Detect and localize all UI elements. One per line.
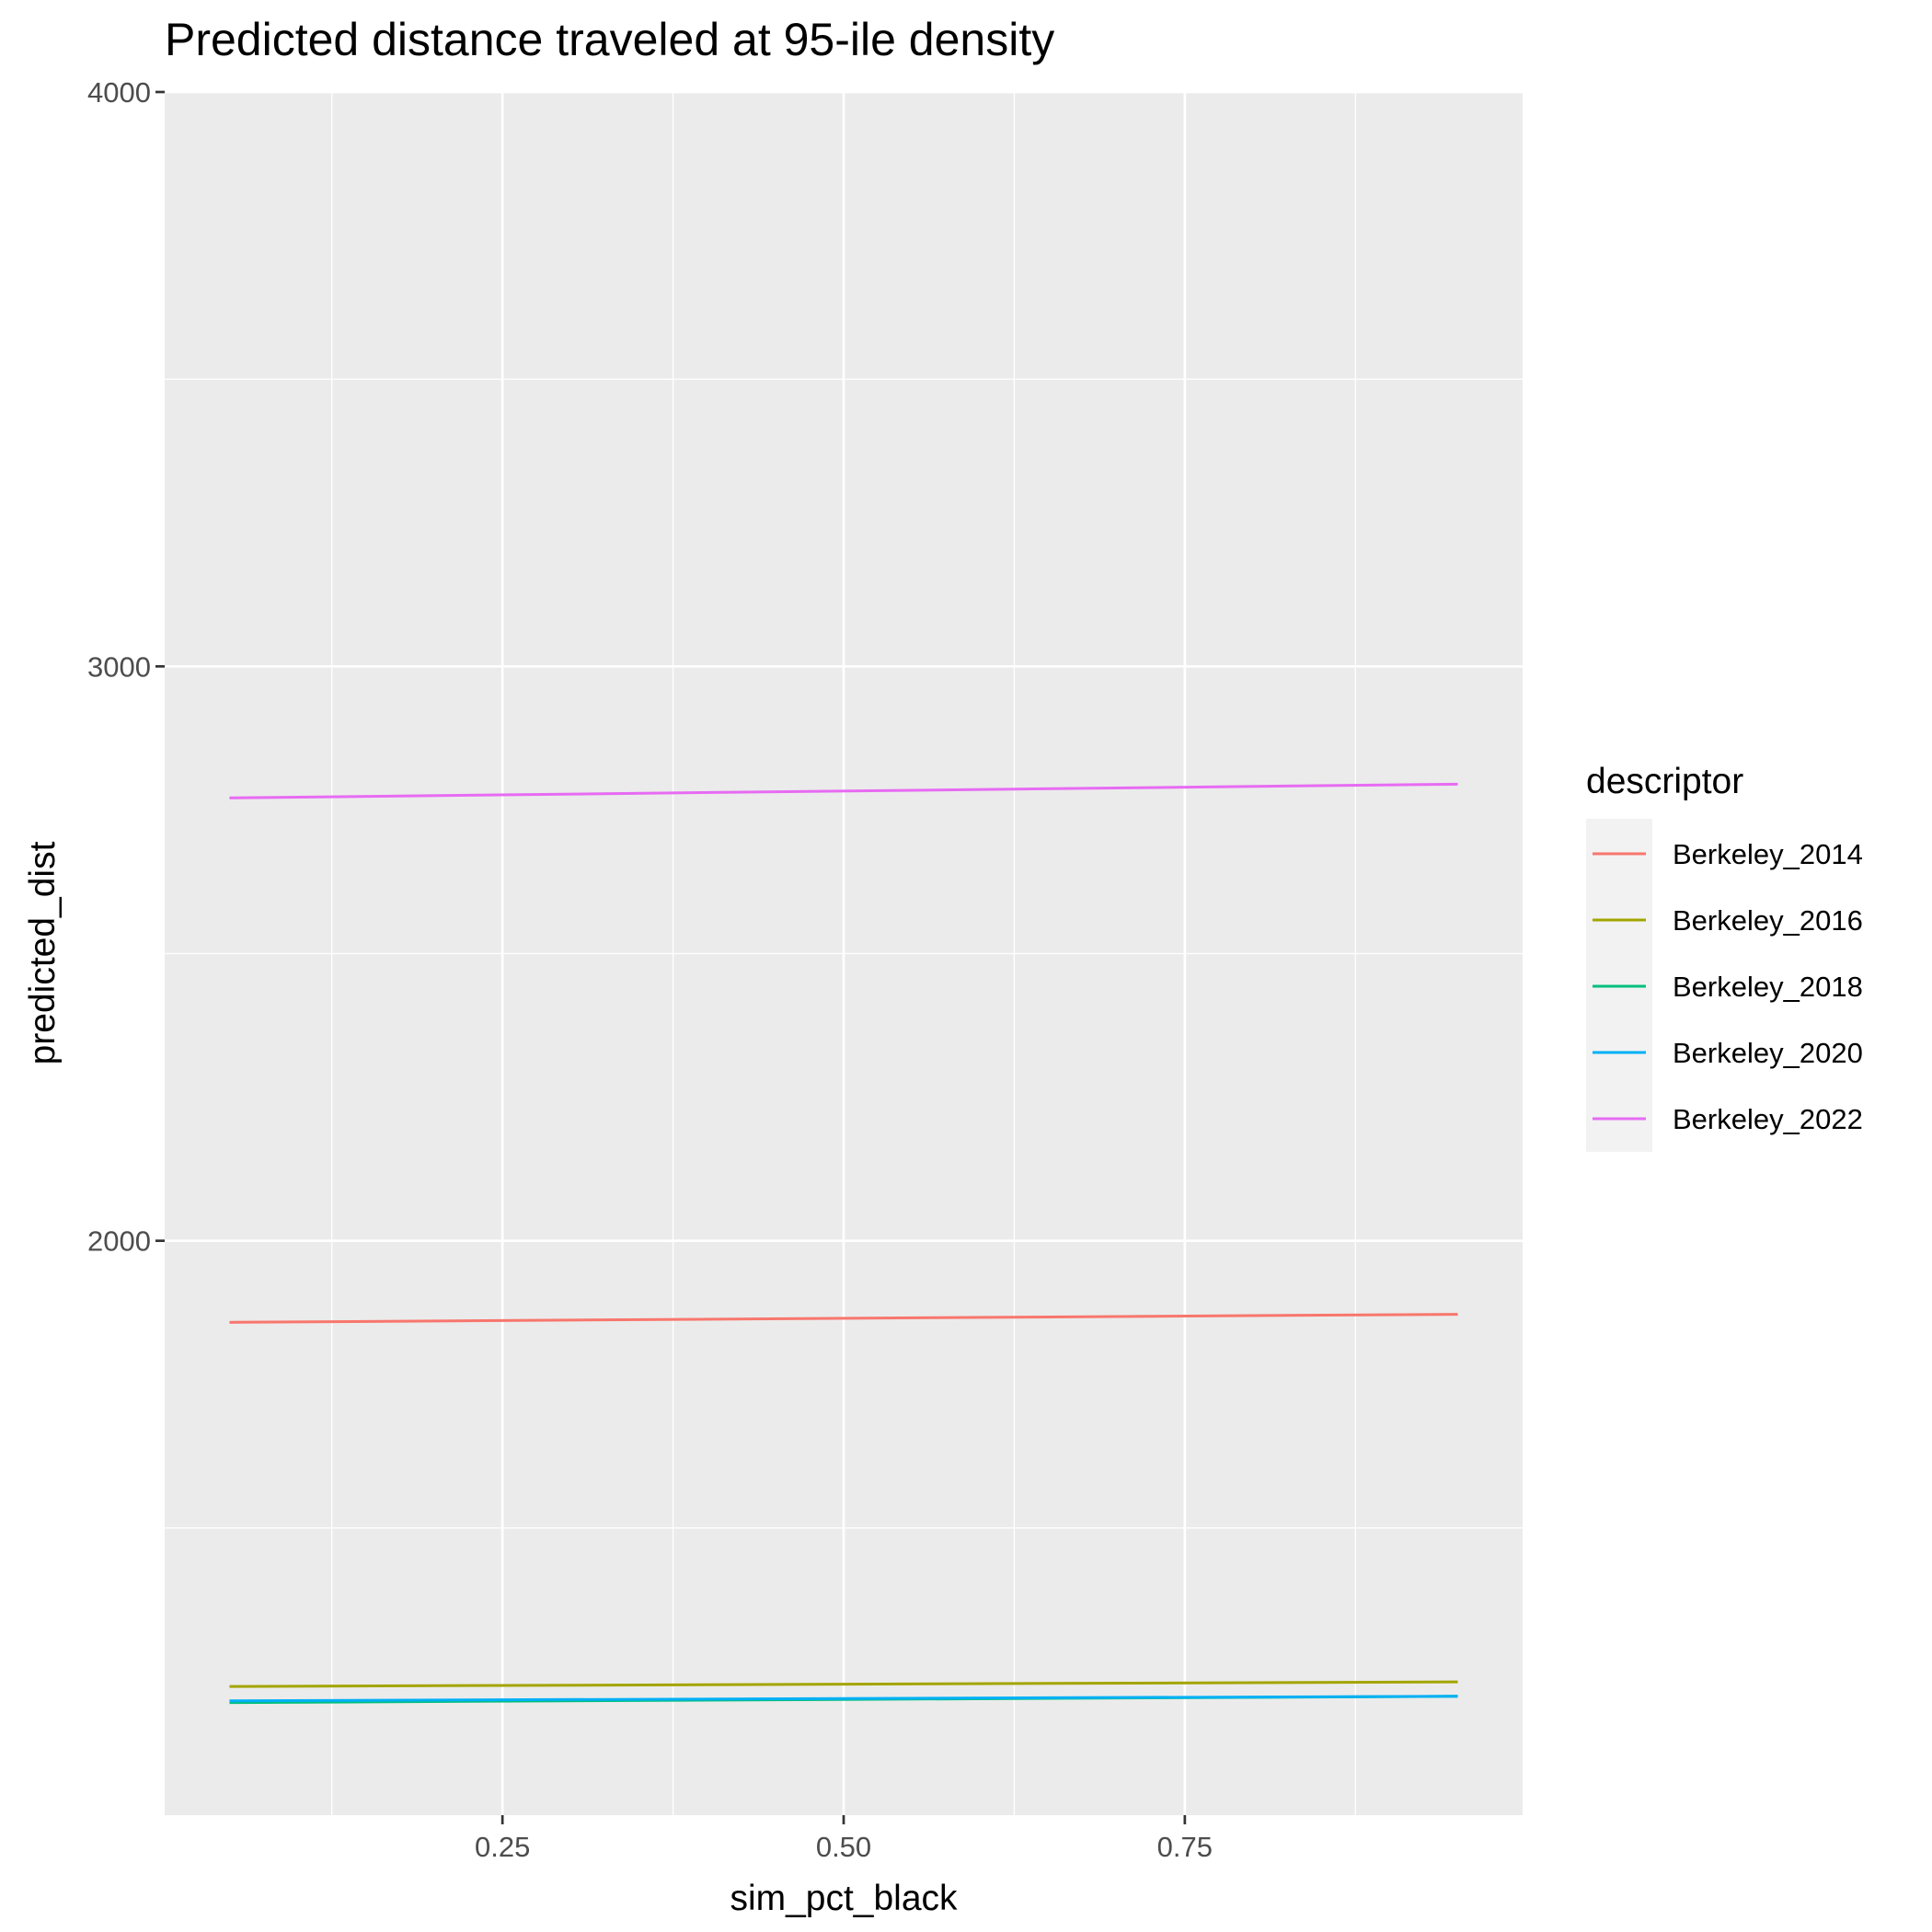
series-line-berkeley-2016 [229,1680,1458,1688]
series-line-berkeley-2022 [229,782,1458,799]
x-tick-label: 0.75 [1157,1831,1213,1863]
x-axis-tick-labels: 0.25 0.50 0.75 [475,1831,1213,1863]
legend-label: Berkeley_2022 [1673,1103,1863,1135]
legend: descriptor Berkeley_2014 Berkeley_2016 Ber… [1586,762,1863,1152]
y-tick-label: 3000 [87,650,151,683]
chart-title: Predicted distance traveled at 95-ile de… [165,14,1054,65]
major-gridlines [165,90,1523,1815]
y-axis-title: predicted_dist [23,841,63,1064]
x-tick-label: 0.50 [816,1831,871,1863]
legend-label: Berkeley_2018 [1673,971,1863,1003]
x-axis-title: sim_pct_black [730,1879,958,1918]
series-line-berkeley-2020 [229,1695,1458,1703]
y-tick-label: 2000 [87,1225,151,1258]
x-tick-label: 0.25 [475,1831,530,1863]
axis-ticks [155,90,1187,1824]
y-tick-label: 4000 [87,76,151,109]
legend-label: Berkeley_2016 [1673,904,1863,937]
series-line-berkeley-2014 [229,1313,1458,1324]
series-lines [229,782,1458,1705]
y-axis-tick-labels: 2000 3000 4000 [87,76,151,1258]
legend-label: Berkeley_2014 [1673,838,1863,870]
legend-title: descriptor [1586,762,1743,801]
legend-label: Berkeley_2020 [1673,1037,1863,1069]
